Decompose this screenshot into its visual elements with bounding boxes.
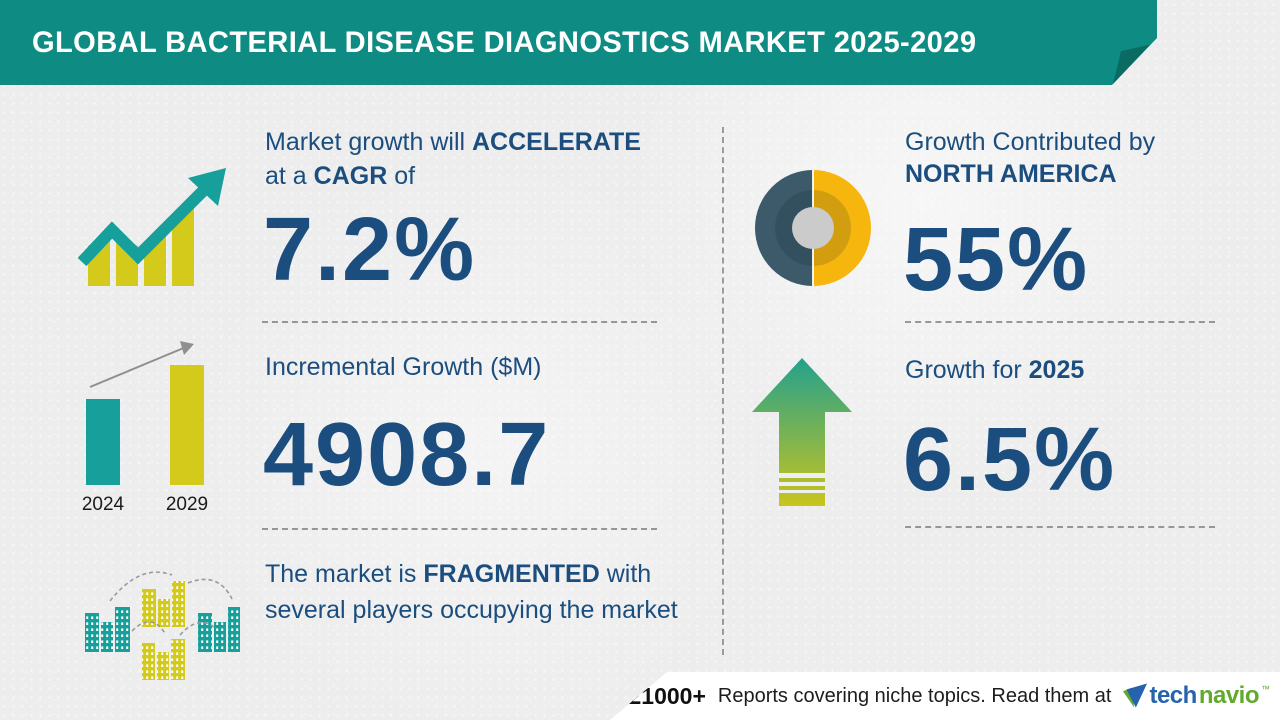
brand-text-navio: navio — [1198, 682, 1260, 709]
fragmentation-text: The market is FRAGMENTED with several pl… — [265, 556, 695, 628]
cagr-label: CAGR — [313, 162, 388, 190]
section-divider — [905, 321, 1215, 323]
fragmentation-bold-text: FRAGMENTED — [423, 560, 600, 588]
trademark: ™ — [1261, 684, 1270, 694]
column-divider — [722, 127, 724, 655]
growth-trend-icon — [78, 168, 226, 286]
donut-chart-icon — [755, 170, 871, 286]
banner: GLOBAL BACTERIAL DISEASE DIAGNOSTICS MAR… — [0, 0, 1157, 85]
growth-year-line: Growth for 2025 — [905, 356, 1084, 385]
brand-text-tech: tech — [1149, 682, 1197, 709]
cagr-accelerate-text: ACCELERATE — [472, 128, 641, 156]
section-divider — [262, 528, 657, 530]
fragmentation-rest-text: with several players occupying the marke… — [265, 560, 678, 624]
building-cluster-bottom — [142, 639, 185, 680]
building-cluster-left — [85, 607, 130, 652]
footer-message: Reports covering niche topics. Read them… — [717, 684, 1112, 707]
technavio-logo-icon — [1123, 683, 1148, 708]
footer-bar: 21000+ Reports covering niche topics. Re… — [610, 672, 1280, 720]
growth-year: 2025 — [1028, 356, 1085, 384]
page-title: GLOBAL BACTERIAL DISEASE DIAGNOSTICS MAR… — [32, 26, 977, 59]
cagr-value: 7.2% — [263, 200, 477, 300]
up-arrow-icon — [752, 358, 852, 506]
building-cluster-top — [142, 581, 185, 627]
region-contribution-line1: Growth Contributed by — [905, 128, 1156, 156]
section-divider — [262, 321, 657, 323]
donut-center — [792, 207, 834, 249]
region-value: 55% — [903, 210, 1090, 310]
cagr-text-line1: Market growth will ACCELERATE — [265, 128, 641, 157]
buildings-icon — [85, 571, 240, 680]
technavio-logo: tech navio ™ — [1123, 682, 1270, 710]
cagr-text-line2: at a CAGR of — [265, 162, 415, 191]
region-name: NORTH AMERICA — [905, 160, 1117, 188]
year-label-2024: 2024 — [81, 494, 125, 515]
incremental-growth-value: 4908.7 — [263, 405, 551, 505]
fragmentation-pre-text: The market is — [265, 560, 424, 588]
cagr-text-normal: Market growth will — [265, 128, 472, 156]
cagr-at-a-text: at a — [265, 162, 314, 190]
growth-year-value: 6.5% — [903, 410, 1117, 510]
building-cluster-right — [198, 607, 240, 652]
bar-chart-icon — [86, 341, 204, 485]
report-count: 21000+ — [628, 682, 706, 709]
section-divider — [905, 526, 1215, 528]
incremental-growth-label: Incremental Growth ($M) — [265, 353, 542, 381]
growth-for-text: Growth for — [905, 356, 1029, 384]
year-label-2029: 2029 — [165, 494, 209, 515]
cagr-of-text: of — [387, 162, 416, 190]
